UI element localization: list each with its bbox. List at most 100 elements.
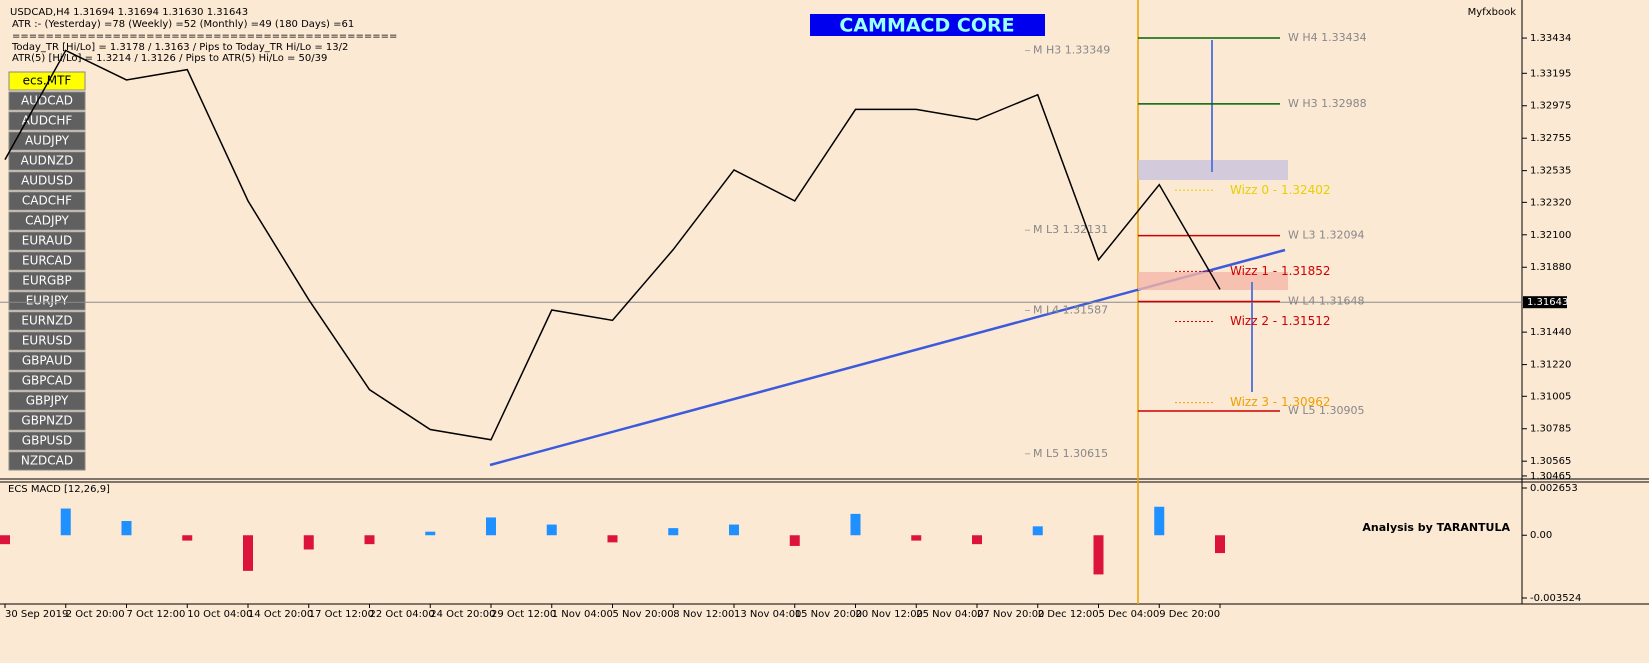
macd-bar	[182, 535, 193, 541]
y-tick-label: 1.32535	[1530, 166, 1571, 177]
symbol-button[interactable]	[8, 331, 86, 351]
macd-bar	[1154, 506, 1165, 536]
y-tick-label: 1.30465	[1530, 471, 1571, 482]
symbol-button[interactable]	[8, 151, 86, 171]
symbol-button[interactable]	[8, 71, 86, 91]
symbol-label[interactable]: EURCAD	[22, 254, 72, 268]
x-tick-label: 15 Nov 20:00	[795, 609, 862, 620]
y-tick-label: 1.31440	[1530, 327, 1571, 338]
weekly-level-label: W L3 1.32094	[1288, 229, 1364, 242]
weekly-level-label: W H3 1.32988	[1288, 97, 1367, 110]
symbol-button[interactable]	[8, 291, 86, 311]
symbol-label[interactable]: GBPJPY	[26, 394, 69, 408]
symbol-button[interactable]	[8, 271, 86, 291]
symbol-button[interactable]	[8, 431, 86, 451]
brand: Myfxbook	[1468, 7, 1517, 18]
symbol-button[interactable]	[8, 111, 86, 131]
symbol-label[interactable]: EURUSD	[22, 334, 72, 348]
macd-bar	[789, 535, 800, 546]
symbol-label[interactable]: AUDJPY	[25, 134, 70, 148]
y-tick-label: 1.31880	[1530, 262, 1571, 273]
symbol-label[interactable]: NZDCAD	[21, 454, 73, 468]
wizz-level-label: Wizz 2 - 1.31512	[1230, 314, 1331, 328]
y-tick-label: 1.33195	[1530, 68, 1571, 79]
symbol-button[interactable]	[8, 451, 86, 471]
weekly-level-label: W H4 1.33434	[1288, 31, 1367, 44]
symbol-button[interactable]	[8, 131, 86, 151]
separator: ========================================…	[12, 31, 397, 42]
symbol-label[interactable]: EURJPY	[26, 294, 69, 308]
macd-bar	[546, 524, 557, 536]
y-tick-label: 1.31220	[1530, 360, 1571, 371]
y-tick-label: 1.32755	[1530, 133, 1571, 144]
x-tick-label: 20 Nov 12:00	[856, 609, 923, 620]
symbol-button[interactable]	[8, 231, 86, 251]
y-tick-label: 1.32975	[1530, 101, 1571, 112]
y-tick-label: 1.32320	[1530, 197, 1571, 208]
x-tick-label: 14 Oct 20:00	[248, 609, 313, 620]
x-tick-label: 7 Oct 12:00	[127, 609, 186, 620]
symbol-button[interactable]	[8, 91, 86, 111]
macd-bar	[1215, 535, 1225, 554]
today-line: Today_TR [Hi/Lo] = 1.3178 / 1.3163 / Pip…	[11, 42, 348, 53]
symbol-label[interactable]: GBPUSD	[22, 434, 72, 448]
macd-title: ECS MACD [12,26,9]	[8, 484, 110, 495]
x-tick-label: 9 Dec 20:00	[1159, 609, 1220, 620]
macd-bar	[1032, 526, 1043, 536]
symbol-label[interactable]: GBPCAD	[22, 374, 73, 388]
x-tick-label: 2 Dec 12:00	[1038, 609, 1099, 620]
symbol-label[interactable]: EURGBP	[22, 274, 71, 288]
macd-bar	[425, 531, 436, 536]
price-line	[4, 49, 1221, 441]
annotation: Analysis by TARANTULA	[1362, 521, 1510, 534]
x-tick-label: 29 Oct 12:00	[491, 609, 556, 620]
symbol-button[interactable]	[8, 391, 86, 411]
symbol-button[interactable]	[8, 191, 86, 211]
macd-bar	[911, 535, 922, 541]
symbol-label[interactable]: CADCHF	[22, 194, 72, 208]
symbol-label[interactable]: CADJPY	[25, 214, 69, 228]
x-tick-label: 30 Sep 2019	[5, 609, 68, 620]
banner-box	[810, 14, 1045, 36]
y-tick-label: 1.31005	[1530, 391, 1571, 402]
symbol-button[interactable]	[8, 411, 86, 431]
monthly-level-label: M L3 1.32131	[1033, 223, 1108, 236]
macd-bar	[668, 528, 679, 536]
symbol-button[interactable]	[8, 171, 86, 191]
weekly-level-label: W L4 1.31648	[1288, 294, 1364, 307]
symbol-button[interactable]	[8, 251, 86, 271]
y-tick-label: 1.30565	[1530, 456, 1571, 467]
symbol-label[interactable]: GBPNZD	[21, 414, 72, 428]
symbol-label[interactable]: AUDNZD	[21, 154, 74, 168]
last-price-box	[1523, 296, 1567, 309]
weekly-level-label: W L5 1.30905	[1288, 404, 1364, 417]
symbol-button[interactable]	[8, 371, 86, 391]
monthly-level-label: M L4 1.31587	[1033, 303, 1108, 316]
y-tick-label: 1.32100	[1530, 230, 1571, 241]
macd-bar	[364, 535, 375, 545]
symbol-label[interactable]: ecs.MTF	[23, 74, 72, 88]
y-tick-label: 0.00	[1530, 530, 1552, 541]
symbol-label[interactable]: AUDCAD	[21, 94, 73, 108]
symbol-button[interactable]	[8, 351, 86, 371]
macd-bar	[121, 521, 132, 536]
symbol-label[interactable]: EURNZD	[21, 314, 72, 328]
symbol-button[interactable]	[8, 211, 86, 231]
symbol-button[interactable]	[8, 311, 86, 331]
y-tick-label: -0.003524	[1530, 593, 1581, 604]
symbol-label[interactable]: AUDUSD	[21, 174, 73, 188]
y-tick-label: 0.002653	[1530, 483, 1578, 494]
x-tick-label: 5 Nov 20:00	[613, 609, 674, 620]
atr5-line: ATR(5) [Hi/Lo] = 1.3214 / 1.3126 / Pips …	[12, 53, 327, 64]
symbol-label[interactable]: AUDCHF	[22, 114, 73, 128]
zone	[1138, 272, 1288, 290]
x-tick-label: 2 Oct 20:00	[66, 609, 125, 620]
symbol-label[interactable]: GBPAUD	[22, 354, 72, 368]
x-tick-label: 1 Nov 04:00	[552, 609, 613, 620]
symbol-label[interactable]: EURAUD	[22, 234, 72, 248]
x-tick-label: 17 Oct 12:00	[309, 609, 374, 620]
x-tick-label: 25 Nov 04:00	[916, 609, 983, 620]
last-price-label: 1.31643	[1527, 297, 1568, 308]
monthly-level-label: M L5 1.30615	[1033, 447, 1108, 460]
